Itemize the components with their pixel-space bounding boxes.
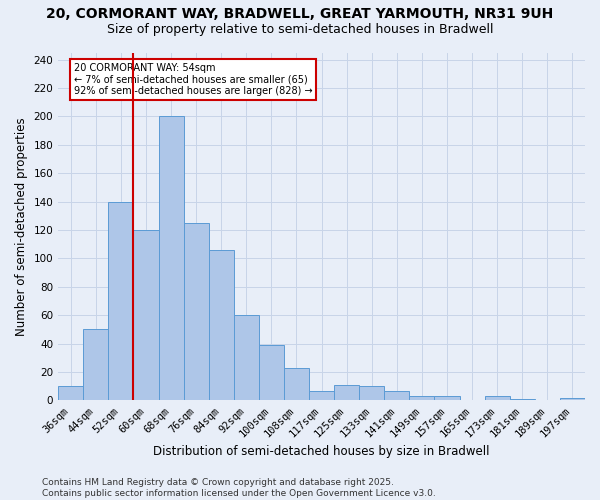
Bar — [485, 396, 510, 400]
Text: Contains HM Land Registry data © Crown copyright and database right 2025.
Contai: Contains HM Land Registry data © Crown c… — [42, 478, 436, 498]
Bar — [109, 202, 133, 400]
Bar — [284, 368, 309, 400]
Bar — [359, 386, 385, 400]
Bar — [434, 396, 460, 400]
Bar — [234, 316, 259, 400]
X-axis label: Distribution of semi-detached houses by size in Bradwell: Distribution of semi-detached houses by … — [154, 444, 490, 458]
Bar — [385, 390, 409, 400]
Bar — [158, 116, 184, 401]
Bar — [133, 230, 158, 400]
Bar — [58, 386, 83, 400]
Bar — [334, 385, 359, 400]
Text: Size of property relative to semi-detached houses in Bradwell: Size of property relative to semi-detach… — [107, 22, 493, 36]
Bar — [209, 250, 234, 400]
Bar — [510, 399, 535, 400]
Text: 20 CORMORANT WAY: 54sqm
← 7% of semi-detached houses are smaller (65)
92% of sem: 20 CORMORANT WAY: 54sqm ← 7% of semi-det… — [74, 63, 313, 96]
Bar — [259, 345, 284, 401]
Text: 20, CORMORANT WAY, BRADWELL, GREAT YARMOUTH, NR31 9UH: 20, CORMORANT WAY, BRADWELL, GREAT YARMO… — [46, 8, 554, 22]
Y-axis label: Number of semi-detached properties: Number of semi-detached properties — [15, 117, 28, 336]
Bar — [309, 390, 334, 400]
Bar — [409, 396, 434, 400]
Bar — [83, 330, 109, 400]
Bar — [560, 398, 585, 400]
Bar — [184, 223, 209, 400]
